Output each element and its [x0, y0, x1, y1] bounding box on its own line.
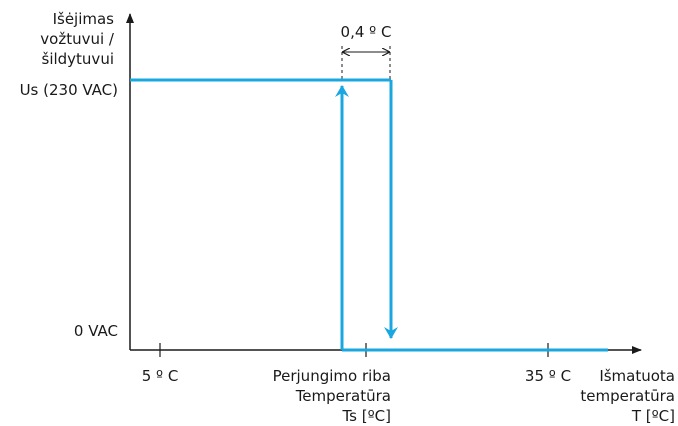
switch-point-label-line-3: Ts [ºC] — [342, 407, 391, 425]
y-axis-label: Išėjimas vožtuvui / šildytuvui — [14, 9, 114, 69]
y-axis-label-line-2: vožtuvui / — [40, 30, 114, 48]
x-tick-label-high: 35 º C — [524, 367, 572, 385]
y-level-low-label: 0 VAC — [73, 322, 118, 340]
x-axis-label: Išmatuota temperatūra T [ºC] — [568, 366, 675, 426]
x-axis-label-line-1: Išmatuota — [599, 367, 675, 385]
y-axis-label-line-1: Išėjimas — [52, 10, 114, 28]
switch-point-label: Perjungimo riba Temperatūra Ts [ºC] — [236, 366, 391, 426]
x-axis-label-line-3: T [ºC] — [631, 407, 675, 425]
y-axis-label-line-3: šildytuvui — [41, 50, 115, 68]
hysteresis-label: 0,4 º C — [340, 23, 392, 41]
x-tick-label-low: 5 º C — [141, 367, 179, 385]
y-level-high-label: Us (230 VAC) — [19, 81, 118, 99]
switch-point-label-line-1: Perjungimo riba — [272, 367, 391, 385]
switch-point-label-line-2: Temperatūra — [295, 387, 391, 405]
x-axis-label-line-2: temperatūra — [580, 387, 675, 405]
